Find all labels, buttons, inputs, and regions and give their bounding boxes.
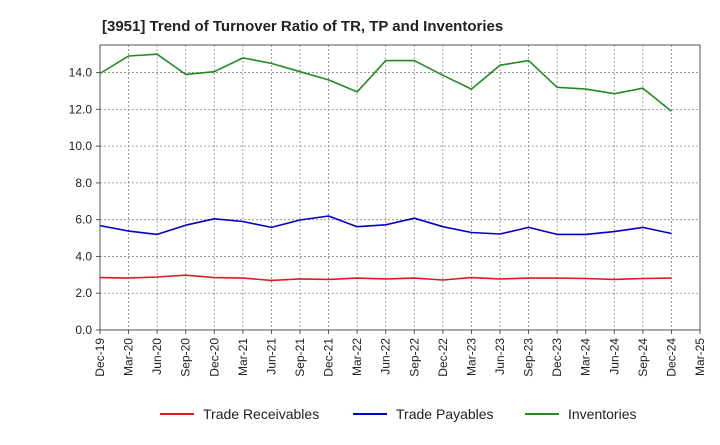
legend-label: Trade Receivables (203, 406, 319, 422)
x-tick-label: Jun-24 (607, 338, 621, 375)
y-tick-label: 0.0 (75, 323, 92, 337)
chart-title: [3951] Trend of Turnover Ratio of TR, TP… (102, 18, 503, 35)
y-tick-label: 10.0 (69, 139, 93, 153)
x-tick-label: Sep-20 (179, 338, 193, 377)
y-tick-label: 4.0 (75, 249, 92, 263)
x-tick-label: Mar-25 (693, 338, 707, 376)
x-tick-label: Dec-21 (322, 338, 336, 377)
legend: Trade Receivables Trade Payables Inventori… (160, 406, 636, 422)
x-tick-label: Jun-23 (493, 338, 507, 375)
series-line-trade-payables (99, 215, 672, 236)
series-line-inventories (99, 53, 672, 112)
y-tick-label: 2.0 (75, 286, 92, 300)
y-tick-label: 6.0 (75, 213, 92, 227)
x-tick-label: Sep-24 (636, 338, 650, 377)
x-tick-label: Mar-24 (579, 338, 593, 376)
x-tick-label: Dec-20 (207, 338, 221, 377)
x-tick-label: Mar-20 (122, 338, 136, 376)
grid-layer (100, 45, 700, 330)
x-tick-label: Dec-24 (664, 338, 678, 377)
plot-frame (99, 44, 701, 331)
legend-label: Trade Payables (396, 406, 494, 422)
legend-item-inventories: Inventories (525, 406, 636, 422)
series-layer (99, 53, 672, 282)
legend-label: Inventories (568, 406, 636, 422)
x-tick-label: Jun-22 (379, 338, 393, 375)
x-axis: Dec-19 Mar-20 Jun-20 Sep-20 Dec-20 Mar-21 Jun-… (93, 330, 707, 377)
series-line-trade-receivables (99, 274, 672, 282)
x-tick-label: Dec-22 (436, 338, 450, 377)
y-tick-label: 12.0 (69, 102, 93, 116)
x-tick-label: Dec-19 (93, 338, 107, 377)
y-tick-label: 8.0 (75, 176, 92, 190)
y-axis: 0.0 2.0 4.0 6.0 8.0 10.0 12.0 14.0 (69, 66, 100, 337)
x-tick-label: Mar-23 (464, 338, 478, 376)
legend-item-trade-receivables: Trade Receivables (160, 406, 319, 422)
x-tick-label: Jun-20 (150, 338, 164, 375)
x-tick-label: Mar-21 (236, 338, 250, 376)
x-tick-label: Dec-23 (550, 338, 564, 377)
x-tick-label: Sep-23 (522, 338, 536, 377)
y-tick-label: 14.0 (69, 66, 93, 80)
x-tick-label: Sep-22 (407, 338, 421, 377)
x-tick-label: Sep-21 (293, 338, 307, 377)
x-tick-label: Mar-22 (350, 338, 364, 376)
x-tick-label: Jun-21 (264, 338, 278, 375)
legend-item-trade-payables: Trade Payables (353, 406, 494, 422)
